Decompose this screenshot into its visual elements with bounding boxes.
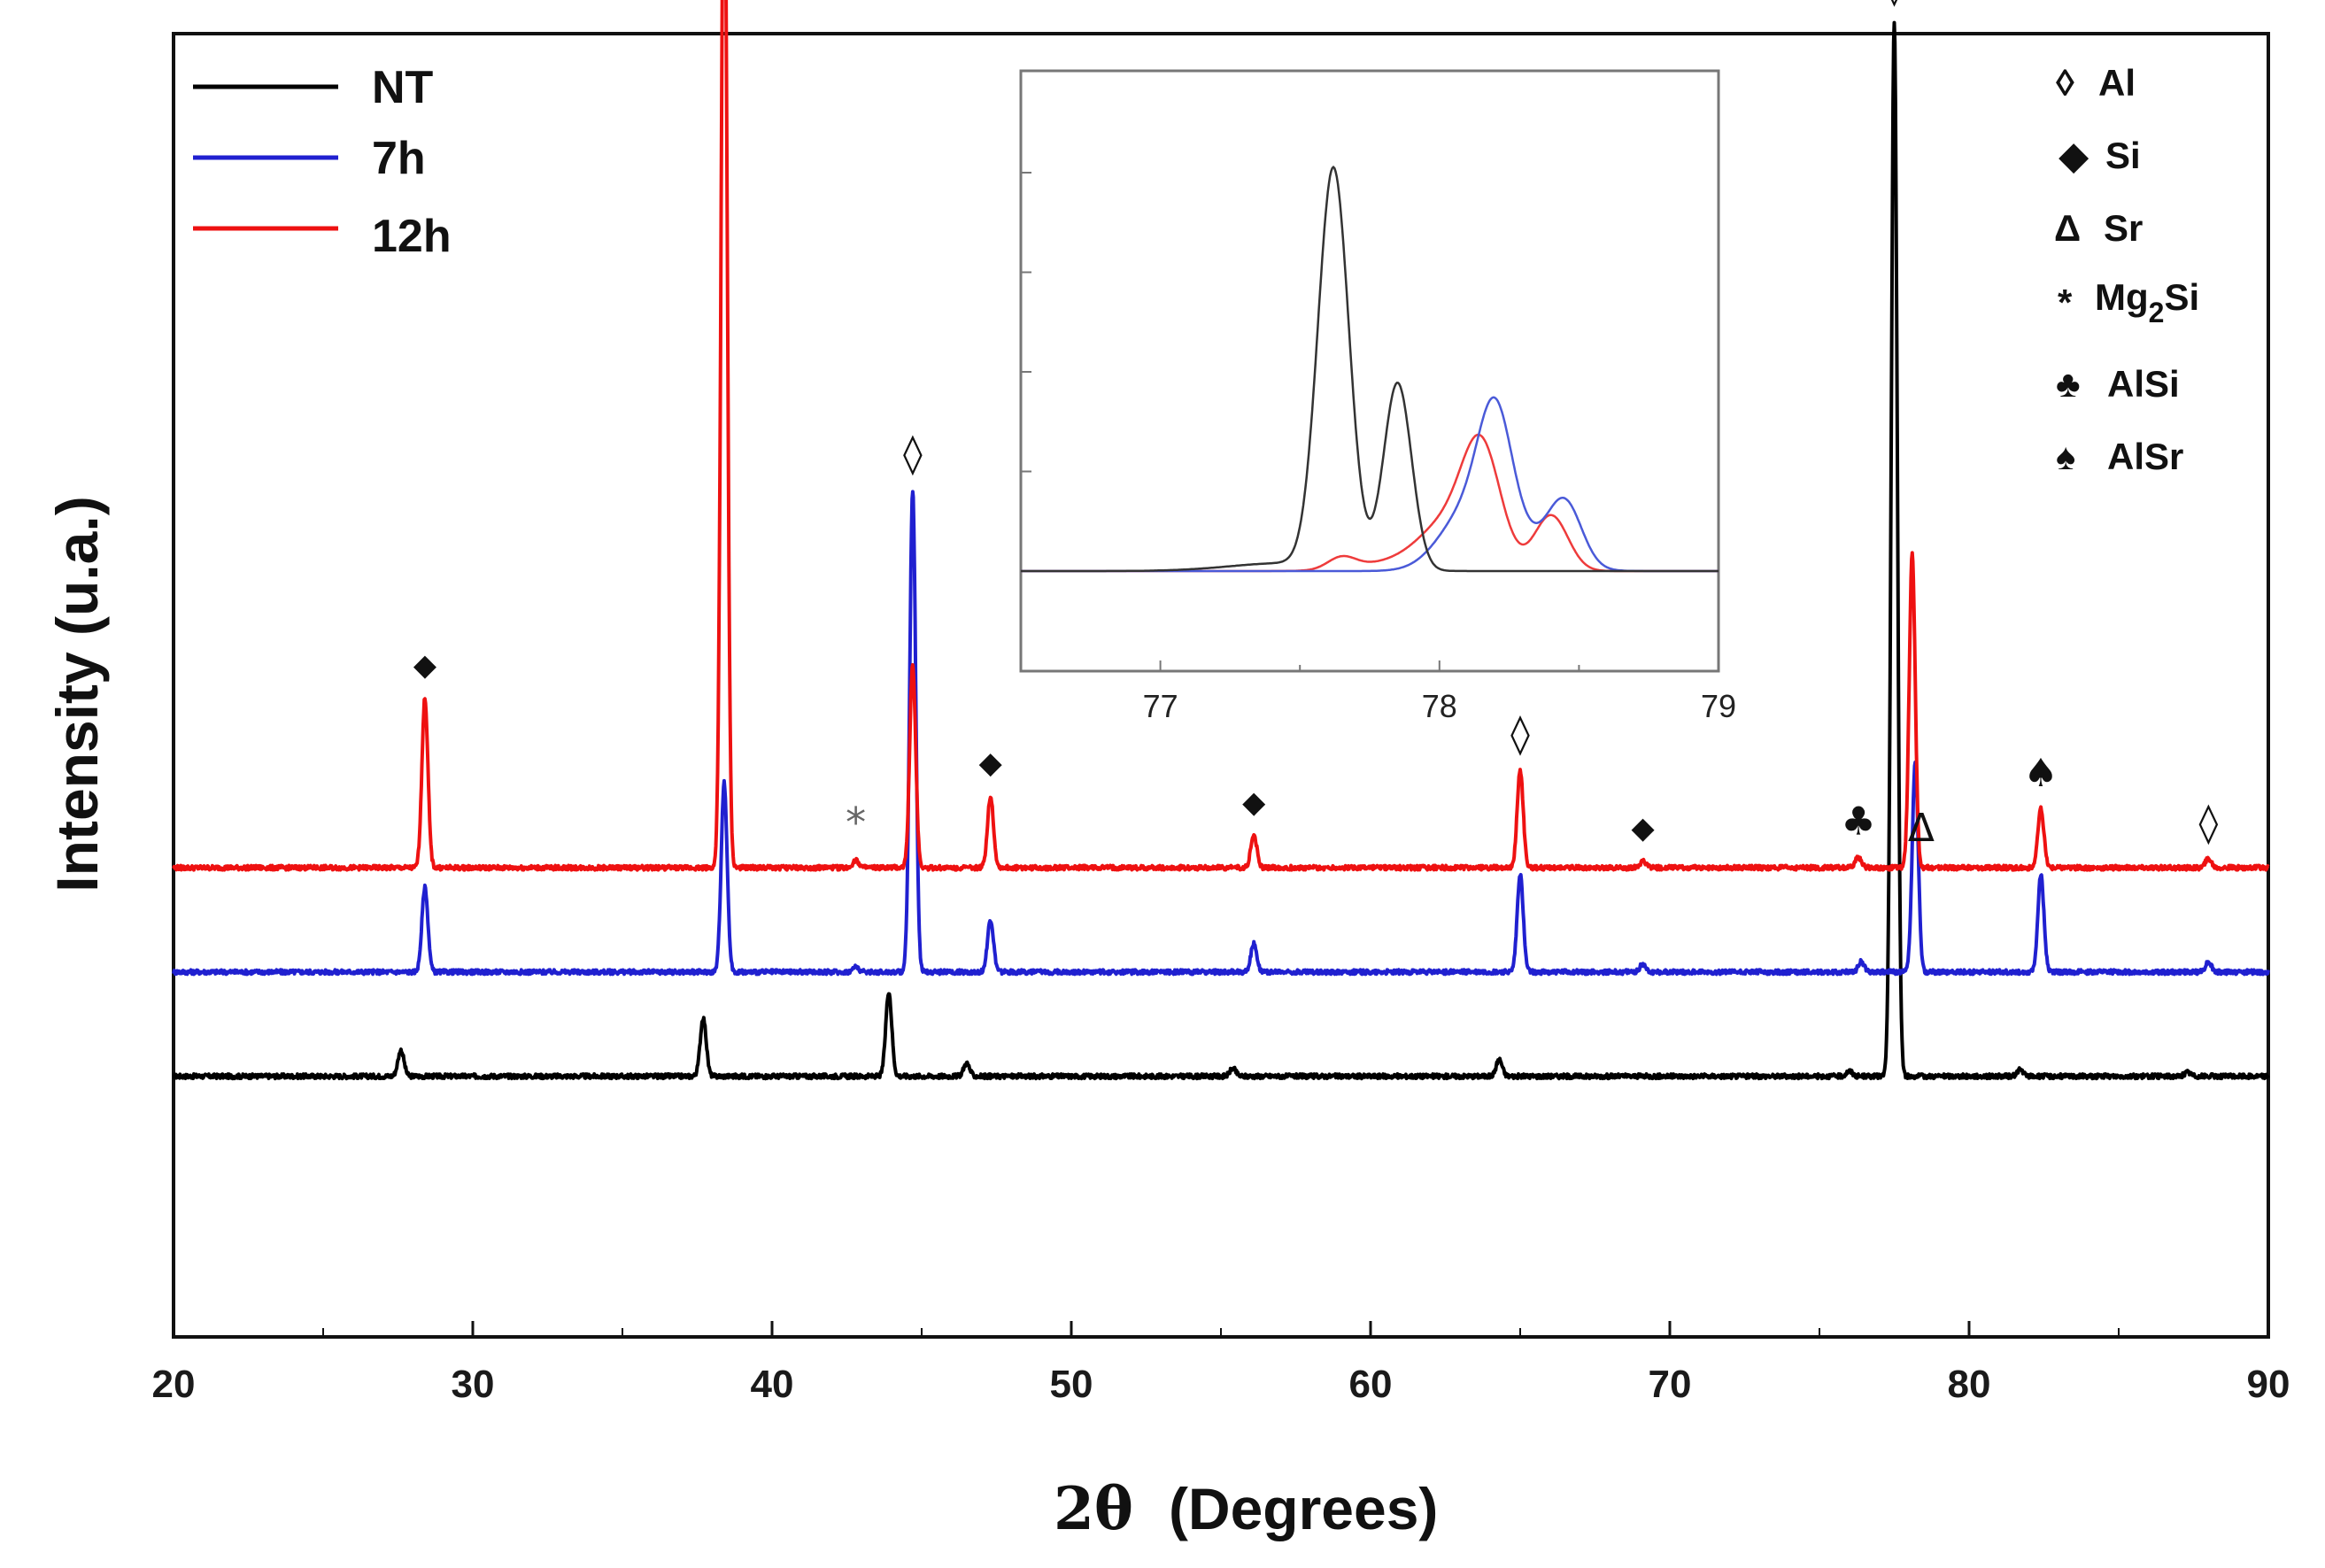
phase-label-mg2si: Mg2Si (2095, 276, 2199, 328)
x-tick-label: 90 (2247, 1363, 2290, 1406)
x-tick-label: 60 (1349, 1363, 1393, 1406)
phase-label-al: Al (2098, 62, 2136, 104)
phase-label-suffix: Si (2164, 276, 2199, 318)
legend-label-nt: NT (372, 62, 434, 113)
phase-label-alsr: AlSr (2107, 436, 2183, 477)
peak-marker: ◆ (979, 745, 1003, 781)
x-tick-label: 40 (751, 1363, 794, 1406)
series-line-12h (172, 0, 2270, 872)
x-axis-title: 2θ (Degrees) (1054, 1474, 1438, 1543)
inset-series-line-nt (1021, 165, 1719, 573)
inset-x-ticks (1020, 660, 1719, 671)
peak-marker: ◊ (1510, 712, 1530, 757)
phase-label-mg: Mg (2095, 276, 2149, 318)
peak-marker: ♠ (2023, 751, 2058, 796)
peak-marker: ◆ (413, 648, 437, 684)
peak-marker: ◊ (1885, 0, 1904, 7)
x-axis-ticks (172, 1321, 2270, 1337)
phase-label-subscript: 2 (2149, 297, 2165, 328)
phase-label-alsi: AlSi (2107, 363, 2180, 405)
main-series-group (172, 0, 2270, 1081)
peak-marker: ◆ (1632, 811, 1656, 846)
legend-label-7h: 7h (372, 133, 426, 184)
phase-symbol-sr: Δ (2054, 207, 2081, 249)
inset-x-tick-labels: 77 78 79 (1143, 688, 1736, 724)
phase-legend: ◊ Al ◆ Si Δ Sr * Mg2Si ♣ AlSi ♠ AlSr (2054, 62, 2199, 477)
phase-symbol-si: ◆ (2059, 135, 2089, 176)
peak-marker: ♣ (1841, 799, 1875, 844)
x-tick-label: 70 (1649, 1363, 1692, 1406)
x-axis-tick-labels: 20 30 40 50 60 70 80 90 (152, 1363, 2290, 1406)
inset-chart: 77 78 79 (1019, 69, 1736, 724)
series-line-nt (172, 20, 2270, 1081)
phase-label-sr: Sr (2104, 207, 2143, 249)
y-axis-title: Intensity (u.a.) (44, 496, 110, 892)
peak-marker: ◊ (2199, 800, 2219, 846)
inset-series-group (1021, 165, 1719, 573)
x-tick-label: 20 (152, 1363, 196, 1406)
phase-symbol-al: ◊ (2056, 62, 2074, 104)
phase-symbol-alsi: ♣ (2056, 363, 2081, 405)
inset-frame (1019, 69, 1720, 673)
peak-marker: * (846, 799, 866, 846)
peak-markers-group: ◆ ◊ * ◊ ◆ ◆ ◊ ◆ ♣ ◊ Δ ♠ ◊ (413, 0, 2219, 851)
x-tick-label: 50 (1050, 1363, 1093, 1406)
peak-marker: ◆ (1242, 784, 1266, 820)
series-line-7h (172, 490, 2270, 977)
series-legend: NT 7h 12h (193, 62, 452, 262)
phase-symbol-alsr: ♠ (2056, 436, 2075, 477)
x-axis-title-text: (Degrees) (1169, 1476, 1438, 1541)
inset-x-tick-label: 79 (1701, 688, 1736, 724)
inset-x-tick-label: 77 (1143, 688, 1178, 724)
peak-marker: Δ (1908, 806, 1935, 851)
x-tick-label: 80 (1948, 1363, 1991, 1406)
peak-marker: ◊ (903, 431, 923, 476)
x-tick-label: 30 (452, 1363, 495, 1406)
inset-x-tick-label: 78 (1422, 688, 1457, 724)
phase-symbol-mg2si: * (2058, 282, 2073, 323)
legend-label-12h: 12h (372, 211, 452, 262)
phase-label-si: Si (2105, 135, 2141, 176)
x-axis-title-symbol: 2θ (1054, 1474, 1133, 1543)
